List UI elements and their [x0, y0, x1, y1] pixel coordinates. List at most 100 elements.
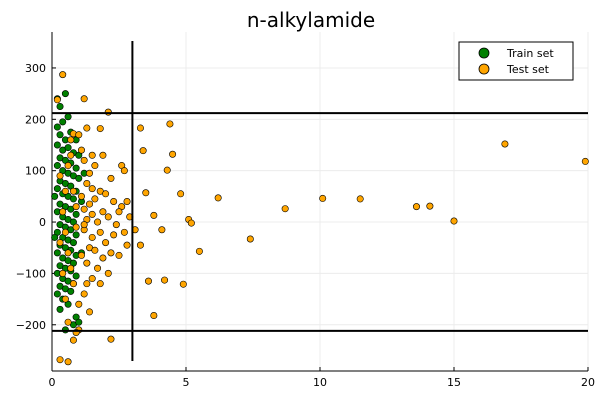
train-point [53, 290, 61, 298]
test-point [110, 231, 118, 239]
test-point [80, 290, 88, 298]
legend-label: Test set [506, 63, 550, 76]
test-point [80, 205, 88, 213]
y-tick-label: 100 [25, 165, 46, 178]
test-point [59, 71, 67, 79]
test-point [88, 210, 96, 218]
train-point [72, 210, 80, 218]
test-point [88, 185, 96, 193]
train-set-points [51, 90, 88, 334]
test-point [158, 226, 166, 234]
test-point [69, 187, 77, 195]
test-point [61, 187, 69, 195]
test-point [59, 269, 67, 277]
test-point [319, 194, 327, 202]
legend-marker [478, 47, 490, 59]
y-tick-label: −100 [16, 267, 46, 280]
test-point [177, 190, 185, 198]
test-point [53, 96, 61, 104]
train-point [75, 318, 83, 326]
train-point [53, 185, 61, 193]
train-point [69, 195, 77, 203]
test-point [72, 223, 80, 231]
train-point [53, 249, 61, 257]
test-point [96, 228, 104, 236]
test-point [110, 198, 118, 206]
test-point [161, 276, 169, 284]
test-point [107, 174, 115, 182]
chart-title: n-alkylamide [247, 8, 375, 32]
test-point [64, 162, 72, 170]
test-point [412, 203, 420, 211]
test-point [501, 140, 509, 148]
train-point [69, 239, 77, 247]
x-tick-label: 15 [447, 376, 461, 389]
x-tick-label: 20 [581, 376, 595, 389]
test-point [163, 166, 171, 174]
train-point [51, 233, 59, 241]
test-point [246, 235, 254, 243]
x-tick-label: 0 [49, 376, 56, 389]
test-point [80, 95, 88, 103]
test-point [150, 211, 158, 219]
test-point [150, 312, 158, 320]
test-point [64, 358, 72, 366]
test-point [112, 221, 120, 229]
test-point [123, 198, 131, 206]
grid-lines [51, 32, 589, 371]
y-tick-label: 0 [39, 216, 46, 229]
test-point [107, 249, 115, 257]
test-point [91, 246, 99, 254]
test-point [83, 280, 91, 288]
test-point [144, 277, 152, 285]
test-point [123, 241, 131, 249]
train-point [75, 174, 83, 182]
test-point [142, 189, 150, 197]
reference-lines [52, 41, 588, 361]
test-point [77, 251, 85, 259]
test-point [120, 167, 128, 175]
test-point [104, 213, 112, 221]
test-point [214, 194, 222, 202]
test-point [107, 335, 115, 343]
test-point [136, 241, 144, 249]
test-point [61, 295, 69, 303]
train-point [53, 123, 61, 131]
x-tick-label: 10 [313, 376, 327, 389]
legend-marker [478, 63, 490, 75]
test-point [104, 269, 112, 277]
test-set-points [53, 71, 589, 366]
train-point [67, 287, 75, 295]
train-point [72, 272, 80, 280]
test-point [83, 259, 91, 267]
test-point [426, 202, 434, 210]
test-point [356, 195, 364, 203]
test-point [450, 217, 458, 225]
test-point [115, 251, 123, 259]
test-point [91, 162, 99, 170]
test-point [136, 124, 144, 132]
x-tick-label: 5 [183, 376, 190, 389]
test-point [86, 200, 94, 208]
test-point [99, 208, 107, 216]
test-point [83, 124, 91, 132]
train-point [56, 102, 64, 110]
train-point [53, 162, 61, 170]
train-point [72, 164, 80, 172]
test-point [94, 264, 102, 272]
test-point [64, 249, 72, 257]
test-point [80, 156, 88, 164]
test-point [61, 228, 69, 236]
test-point [187, 219, 195, 227]
train-point [64, 144, 72, 152]
test-point [102, 239, 110, 247]
test-point [56, 356, 64, 364]
test-point [166, 120, 174, 128]
test-point [72, 203, 80, 211]
test-point [77, 192, 85, 200]
y-tick-label: 200 [25, 113, 46, 126]
train-point [51, 192, 59, 200]
test-point [120, 228, 128, 236]
test-point [77, 146, 85, 154]
